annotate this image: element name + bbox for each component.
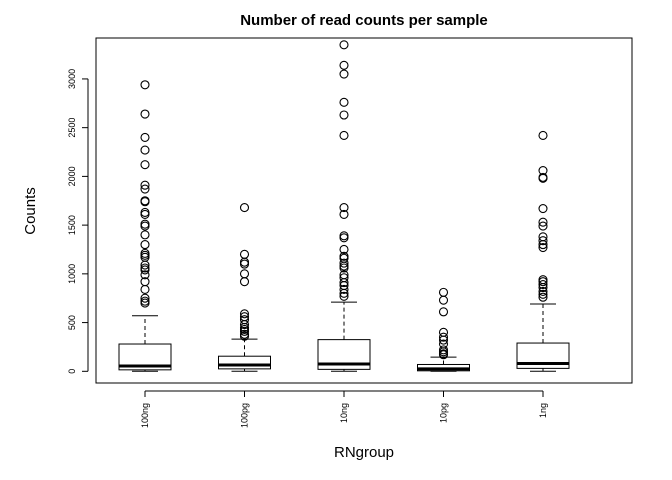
y-tick-label: 500: [67, 315, 77, 330]
outlier-point: [339, 291, 349, 301]
outlier-point: [438, 350, 449, 360]
outlier-point: [339, 69, 349, 79]
outlier-point: [538, 292, 548, 302]
outlier-point: [438, 335, 449, 345]
outlier-point: [239, 277, 250, 287]
outlier-point: [239, 319, 250, 330]
outlier-point: [438, 287, 449, 297]
outlier-point: [239, 257, 250, 267]
x-axis-label: RNgroup: [334, 444, 394, 461]
outlier-point: [339, 284, 349, 294]
outlier-point: [538, 286, 548, 296]
outlier-point: [538, 242, 548, 253]
outlier-point: [140, 298, 150, 308]
outlier-point: [140, 80, 150, 90]
outlier-point: [140, 207, 150, 217]
outlier-point: [140, 160, 150, 170]
boxes: [118, 40, 570, 372]
outlier-point: [140, 109, 150, 119]
outlier-point: [239, 331, 250, 341]
outlier-point: [339, 97, 349, 107]
outlier-point: [239, 259, 250, 269]
outlier-point: [438, 295, 449, 305]
outlier-point: [140, 240, 150, 250]
y-tick-label: 2000: [67, 166, 77, 186]
outlier-point: [140, 197, 150, 207]
outlier-point: [538, 217, 548, 227]
outlier-point: [538, 289, 548, 299]
outlier-point: [339, 258, 349, 268]
box-group: [417, 287, 470, 372]
outlier-point: [538, 204, 548, 214]
outlier-point: [339, 60, 349, 70]
outlier-point: [140, 219, 150, 229]
outlier-point: [239, 203, 250, 213]
outlier-point: [140, 270, 150, 280]
y-tick-label: 0: [67, 369, 77, 374]
outlier-point: [239, 309, 250, 319]
outlier-point: [339, 278, 349, 288]
outlier-point: [538, 282, 548, 293]
outlier-point: [339, 231, 349, 241]
plot-frame: [95, 37, 633, 384]
outlier-point: [140, 132, 150, 142]
outlier-point: [140, 284, 150, 294]
outlier-point: [339, 263, 349, 273]
outlier-point: [538, 173, 548, 183]
y-axis-label: Counts: [22, 187, 39, 235]
outlier-point: [140, 145, 150, 155]
x-tick-label: 10pg: [439, 403, 449, 423]
outlier-point: [438, 307, 449, 317]
outlier-point: [538, 277, 548, 287]
outlier-point: [140, 184, 150, 194]
outlier-point: [140, 260, 150, 270]
y-tick-label: 3000: [67, 69, 77, 89]
y-axis: 0 500 1000 1500 2000 2500 3000: [67, 69, 89, 374]
outlier-point: [538, 236, 548, 246]
outlier-point: [140, 293, 150, 303]
outlier-point: [339, 209, 349, 219]
outlier-point: [339, 130, 349, 141]
outlier-point: [239, 269, 250, 279]
y-tick-label: 1500: [67, 215, 77, 235]
y-tick-label: 1000: [67, 264, 77, 284]
box-group: [317, 40, 371, 372]
outlier-point: [339, 40, 349, 50]
box-group: [516, 130, 570, 372]
outlier-point: [239, 326, 250, 336]
outlier-point: [140, 250, 150, 260]
x-tick-label: 100ng: [140, 403, 150, 428]
outlier-point: [339, 203, 349, 213]
outlier-point: [239, 249, 250, 259]
outlier-point: [438, 332, 449, 342]
outlier-point: [140, 180, 150, 190]
outlier-point: [339, 288, 349, 298]
x-tick-label: 100pg: [240, 403, 250, 428]
box-group: [218, 203, 271, 372]
outlier-point: [140, 209, 150, 219]
outlier-point: [538, 130, 548, 141]
x-tick-label: 1ng: [538, 403, 548, 418]
outlier-point: [538, 240, 548, 250]
chart-title: Number of read counts per sample: [240, 12, 488, 29]
y-tick-label: 2500: [67, 118, 77, 138]
x-axis: 100ng 100pg 10ng 10pg 1ng: [140, 390, 548, 428]
outlier-point: [538, 221, 548, 231]
outlier-point: [140, 230, 150, 240]
outlier-point: [140, 221, 150, 231]
outlier-point: [339, 110, 349, 120]
x-tick-label: 10ng: [339, 403, 349, 423]
outlier-point: [339, 233, 349, 243]
box-group: [118, 80, 172, 372]
outlier-point: [339, 244, 349, 255]
outlier-point: [140, 265, 150, 275]
outlier-point: [538, 280, 548, 290]
box: [218, 355, 271, 370]
